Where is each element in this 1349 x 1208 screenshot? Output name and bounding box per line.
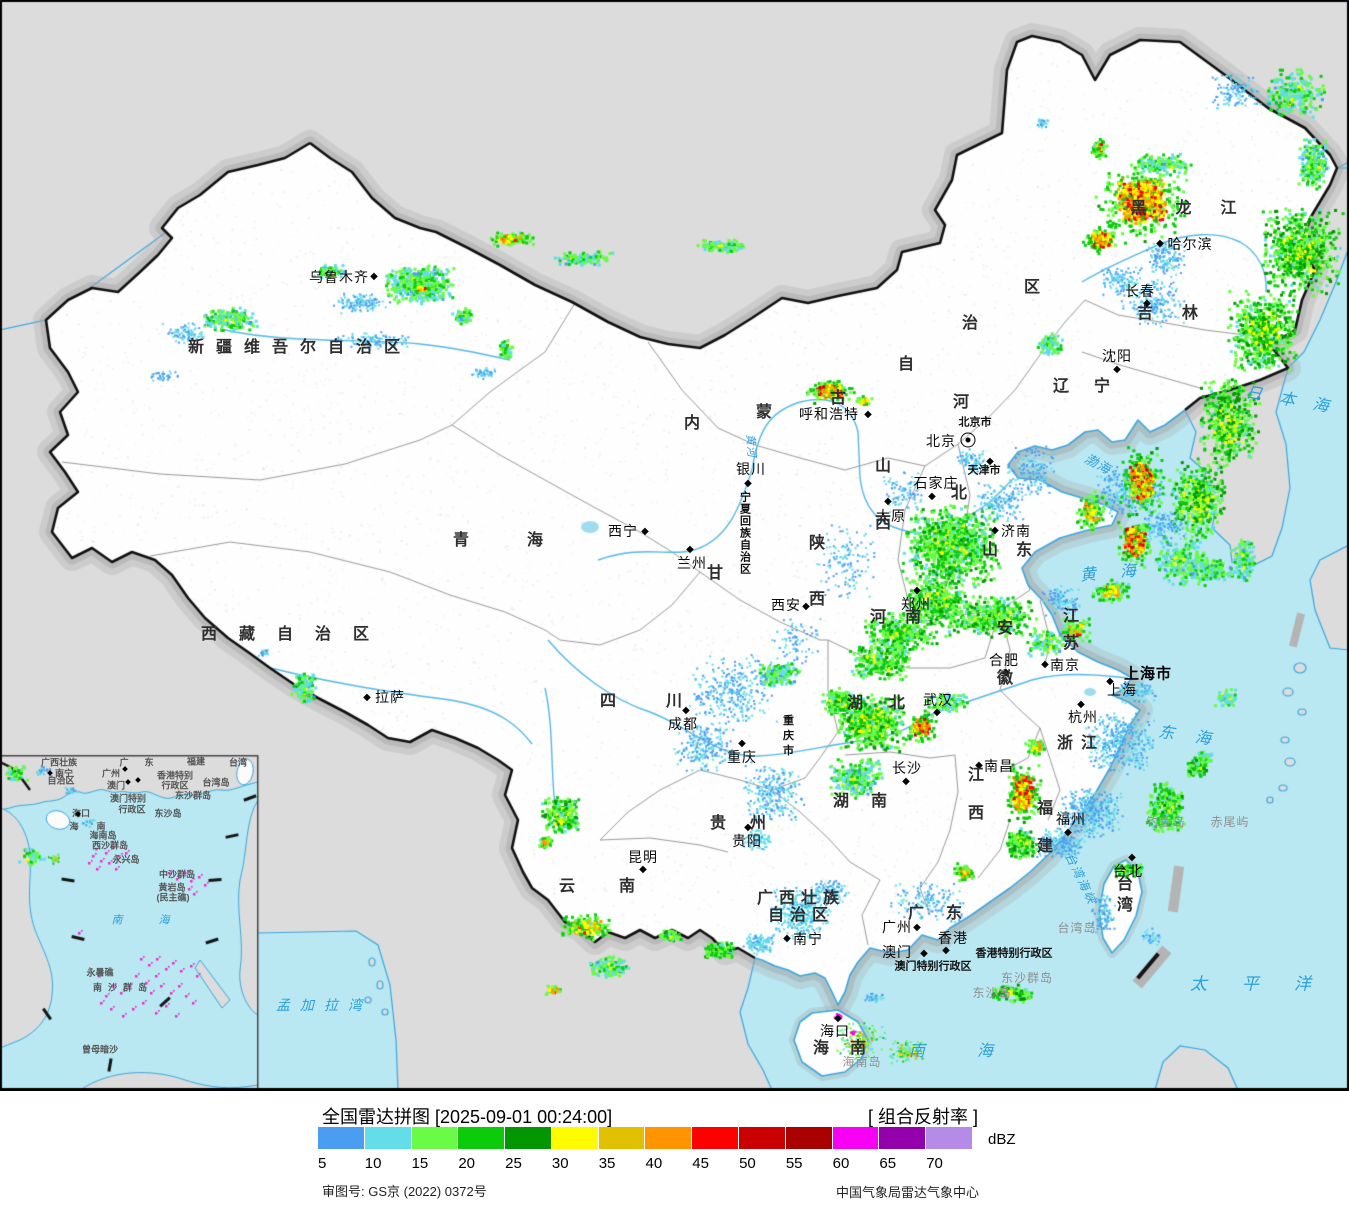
dbz-value-20: 20 [458, 1155, 476, 1172]
legend-product-name: [ 组合反射率 ] [868, 1107, 979, 1127]
dbz-color-25 [505, 1127, 552, 1149]
dbz-value-70: 70 [926, 1155, 943, 1172]
dbz-color-50 [739, 1127, 786, 1149]
dbz-color-20 [458, 1127, 506, 1149]
dbz-value-65: 65 [879, 1155, 897, 1172]
dbz-value-25: 25 [505, 1155, 522, 1172]
map-license-number: 审图号: GS京 (2022) 0372号 [322, 1184, 487, 1199]
dbz-value-50: 50 [739, 1155, 756, 1172]
dbz-value-35: 35 [598, 1155, 616, 1172]
dbz-color-60 [832, 1127, 880, 1149]
dbz-color-40 [645, 1127, 693, 1149]
dbz-value-60: 60 [832, 1155, 850, 1172]
dbz-value-5: 5 [318, 1155, 327, 1172]
dbz-color-10 [364, 1127, 412, 1149]
dbz-value-40: 40 [645, 1155, 663, 1172]
legend-title: 全国雷达拼图 [2025-09-01 00:24:00] [322, 1107, 613, 1127]
dbz-value-30: 30 [551, 1155, 569, 1172]
legend-panel: 全国雷达拼图 [2025-09-01 00:24:00] [ 组合反射率 ] d… [0, 1090, 1349, 1208]
dbz-color-5 [318, 1127, 365, 1149]
dbz-unit-label: dBZ [988, 1131, 1016, 1148]
dbz-value-45: 45 [692, 1155, 709, 1172]
dbz-color-55 [785, 1127, 833, 1149]
dbz-value-15: 15 [411, 1155, 429, 1172]
dbz-colorbar [318, 1127, 973, 1149]
dbz-color-30 [551, 1127, 599, 1149]
dbz-color-65 [879, 1127, 927, 1149]
radar-map-canvas [0, 0, 1349, 1090]
agency-credit: 中国气象局雷达气象中心 [836, 1185, 980, 1200]
dbz-value-10: 10 [364, 1155, 382, 1172]
dbz-color-15 [411, 1127, 459, 1149]
dbz-color-35 [598, 1127, 646, 1149]
dbz-value-55: 55 [785, 1155, 803, 1172]
dbz-color-70 [926, 1127, 973, 1149]
dbz-color-45 [692, 1127, 740, 1149]
